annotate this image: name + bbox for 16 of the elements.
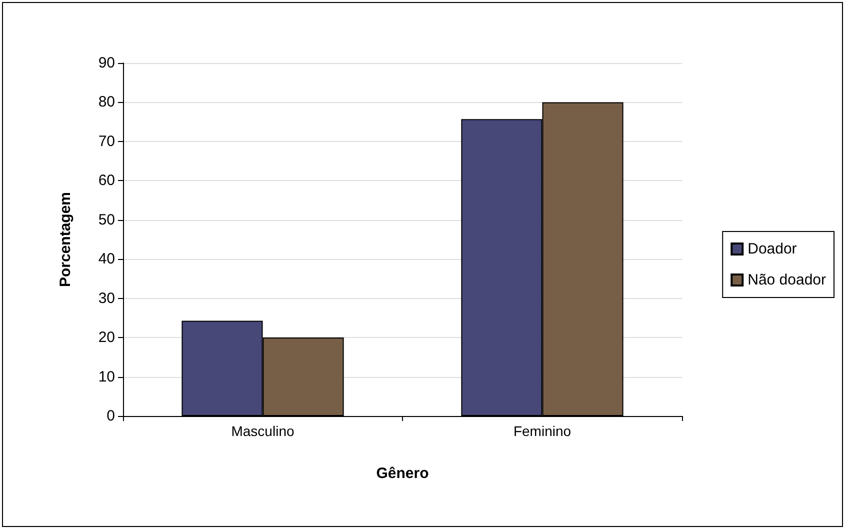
y-tick-label: 0 (106, 408, 115, 424)
y-tick-label: 70 (98, 132, 115, 150)
y-axis-title: Porcentagem (57, 192, 74, 288)
y-tick-label: 50 (98, 211, 115, 228)
y-tick-label: 20 (98, 329, 115, 346)
legend-label: Não doador (748, 272, 826, 288)
y-tick-label: 10 (98, 368, 115, 386)
y-tick-label: 30 (98, 290, 115, 307)
x-tick-label: Feminino (513, 423, 572, 439)
y-tick-label: 60 (98, 172, 115, 190)
x-axis-title: Gênero (376, 465, 429, 482)
y-tick-label: 40 (98, 250, 115, 268)
legend-label: Doador (748, 240, 797, 258)
y-tick-label: 80 (98, 94, 115, 111)
x-tick-label: Masculino (231, 423, 294, 439)
y-tick-label: 90 (98, 54, 115, 72)
